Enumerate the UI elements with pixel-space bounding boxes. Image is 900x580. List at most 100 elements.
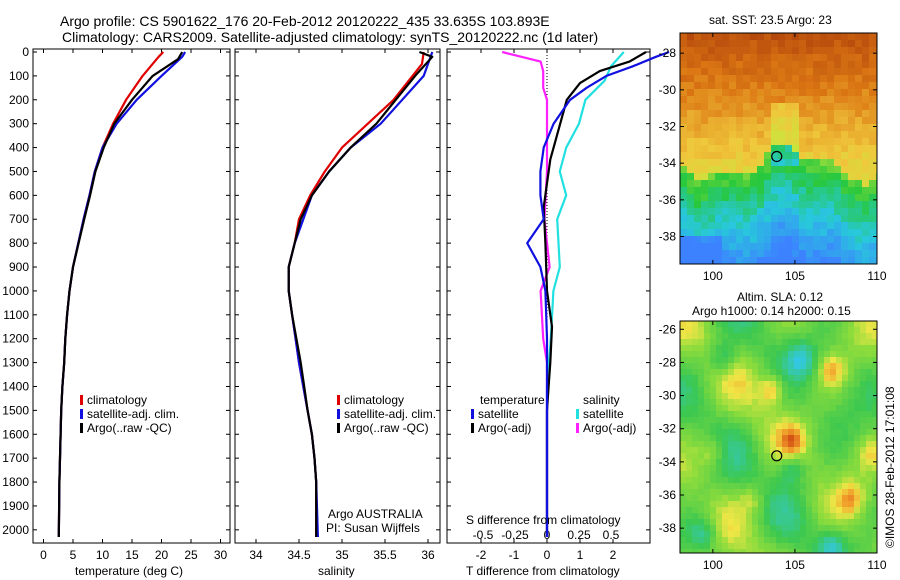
sla-cell [710,393,716,399]
sst-cell [778,68,785,75]
sst-cell [848,215,855,222]
sst-cell [764,96,771,103]
sla-cell [818,537,824,543]
sla-cell [860,333,866,339]
sla-cell [836,543,842,549]
sla-cell [704,483,710,489]
sla-cell [872,435,877,441]
sla-cell [830,327,836,333]
sla-cell [836,525,842,531]
sst-cell [778,257,785,264]
sst-cell [792,131,799,138]
sla-cell [842,543,848,549]
sla-cell [710,441,716,447]
sst-cell [820,54,827,61]
sla-cell [824,399,830,405]
sst-cell [687,89,694,96]
sla-cell [806,525,812,531]
sst-cell [785,159,792,166]
sla-cell [704,465,710,471]
sst-cell [743,250,750,257]
sst-cell [869,75,876,82]
sla-cell [710,483,716,489]
sst-cell [841,82,848,89]
sla-cell [794,543,800,549]
sla-cell [758,423,764,429]
sst-cell [750,61,757,68]
sla-cell [752,549,758,553]
sst-cell [869,33,876,40]
sst-cell [848,187,855,194]
sla-cell [758,351,764,357]
sst-cell [841,117,848,124]
sst-cell [750,47,757,54]
lat-tick-label: -28 [659,46,677,60]
sst-cell [841,166,848,173]
sla-cell [800,387,806,393]
sst-cell [743,103,750,110]
sla-cell [788,495,794,501]
sla-cell [836,531,842,537]
sst-cell [736,68,743,75]
sst-cell [722,208,729,215]
sst-cell [862,103,869,110]
sst-cell [799,236,806,243]
sla-cell [710,477,716,483]
sst-cell [694,124,701,131]
sla-cell [788,411,794,417]
sla-cell [746,327,752,333]
sla-cell [806,333,812,339]
sla-cell [704,477,710,483]
sst-cell [701,257,708,264]
sla-cell [752,411,758,417]
sst-cell [729,33,736,40]
sla-cell [722,339,728,345]
sst-cell [862,33,869,40]
sla-cell [692,333,698,339]
sla-cell [752,525,758,531]
sla-cell [722,321,728,327]
sla-cell [734,435,740,441]
sla-cell [806,489,812,495]
sla-cell [776,369,782,375]
sla-map-subtitle: Argo h1000: 0.14 h2000: 0.15 [692,304,851,318]
sla-cell [848,525,854,531]
sst-cell [834,222,841,229]
sst-cell [869,61,876,68]
sla-cell [704,327,710,333]
sst-cell [841,75,848,82]
sla-cell [746,459,752,465]
sla-cell [746,513,752,519]
sla-cell [818,465,824,471]
lon-tick-label: 110 [867,558,886,572]
sst-cell [799,194,806,201]
sst-cell [729,208,736,215]
sst-cell [722,187,729,194]
sst-cell [750,236,757,243]
sla-cell [686,519,692,525]
sla-cell [866,531,872,537]
sla-cell [710,501,716,507]
sla-cell [806,471,812,477]
sla-cell [836,393,842,399]
sla-cell [824,417,830,423]
sst-cell [715,159,722,166]
sla-cell [716,393,722,399]
sla-cell [734,489,740,495]
sst-cell [764,236,771,243]
sla-cell [830,411,836,417]
sst-cell [736,47,743,54]
sla-cell [776,435,782,441]
sst-cell [694,152,701,159]
sla-cell [716,465,722,471]
sst-cell [750,110,757,117]
sla-cell [800,333,806,339]
sst-cell [750,145,757,152]
sla-cell [848,387,854,393]
sla-cell [776,459,782,465]
legend-title-salinity: salinity [583,393,620,407]
sst-cell [813,152,820,159]
sla-cell [722,513,728,519]
sla-cell [854,393,860,399]
sst-cell [792,145,799,152]
